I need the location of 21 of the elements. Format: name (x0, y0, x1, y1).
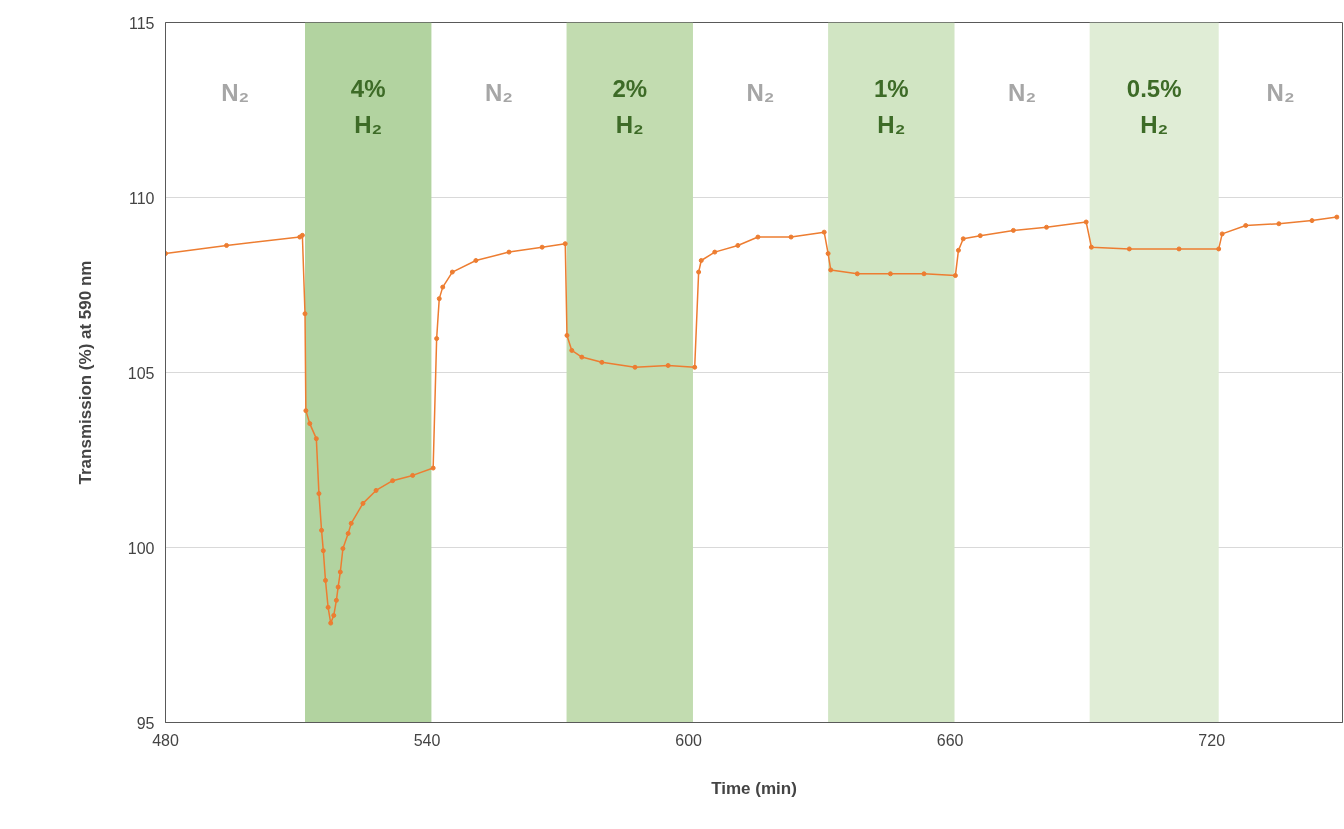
y-tick-label: 95 (136, 714, 155, 732)
y-tick-label: 110 (128, 189, 155, 207)
x-tick-label: 600 (675, 731, 703, 749)
annotation: N₂ (484, 79, 513, 106)
x-tick-label: 660 (936, 731, 964, 749)
annotation: N₂ (221, 79, 250, 106)
y-tick-label: 100 (127, 539, 155, 557)
annotation: N₂ (1266, 79, 1295, 106)
y-axis-title: Transmission (%) at 590 nm (75, 260, 95, 485)
y-tick-label: 115 (128, 14, 155, 32)
band-label: 1% H₂ (873, 75, 909, 138)
band-label: 2% H₂ (612, 75, 648, 138)
y-tick-label: 105 (127, 364, 155, 382)
x-tick-label: 540 (413, 731, 441, 749)
x-axis-title: Time (min) (711, 778, 797, 798)
annotation: N₂ (746, 79, 775, 106)
band-label: 0.5% H₂ (1126, 75, 1182, 138)
x-tick-label: 480 (152, 731, 179, 749)
x-tick-label: 720 (1198, 731, 1226, 749)
band-label: 4% H₂ (350, 75, 386, 138)
annotation: N₂ (1008, 79, 1037, 106)
